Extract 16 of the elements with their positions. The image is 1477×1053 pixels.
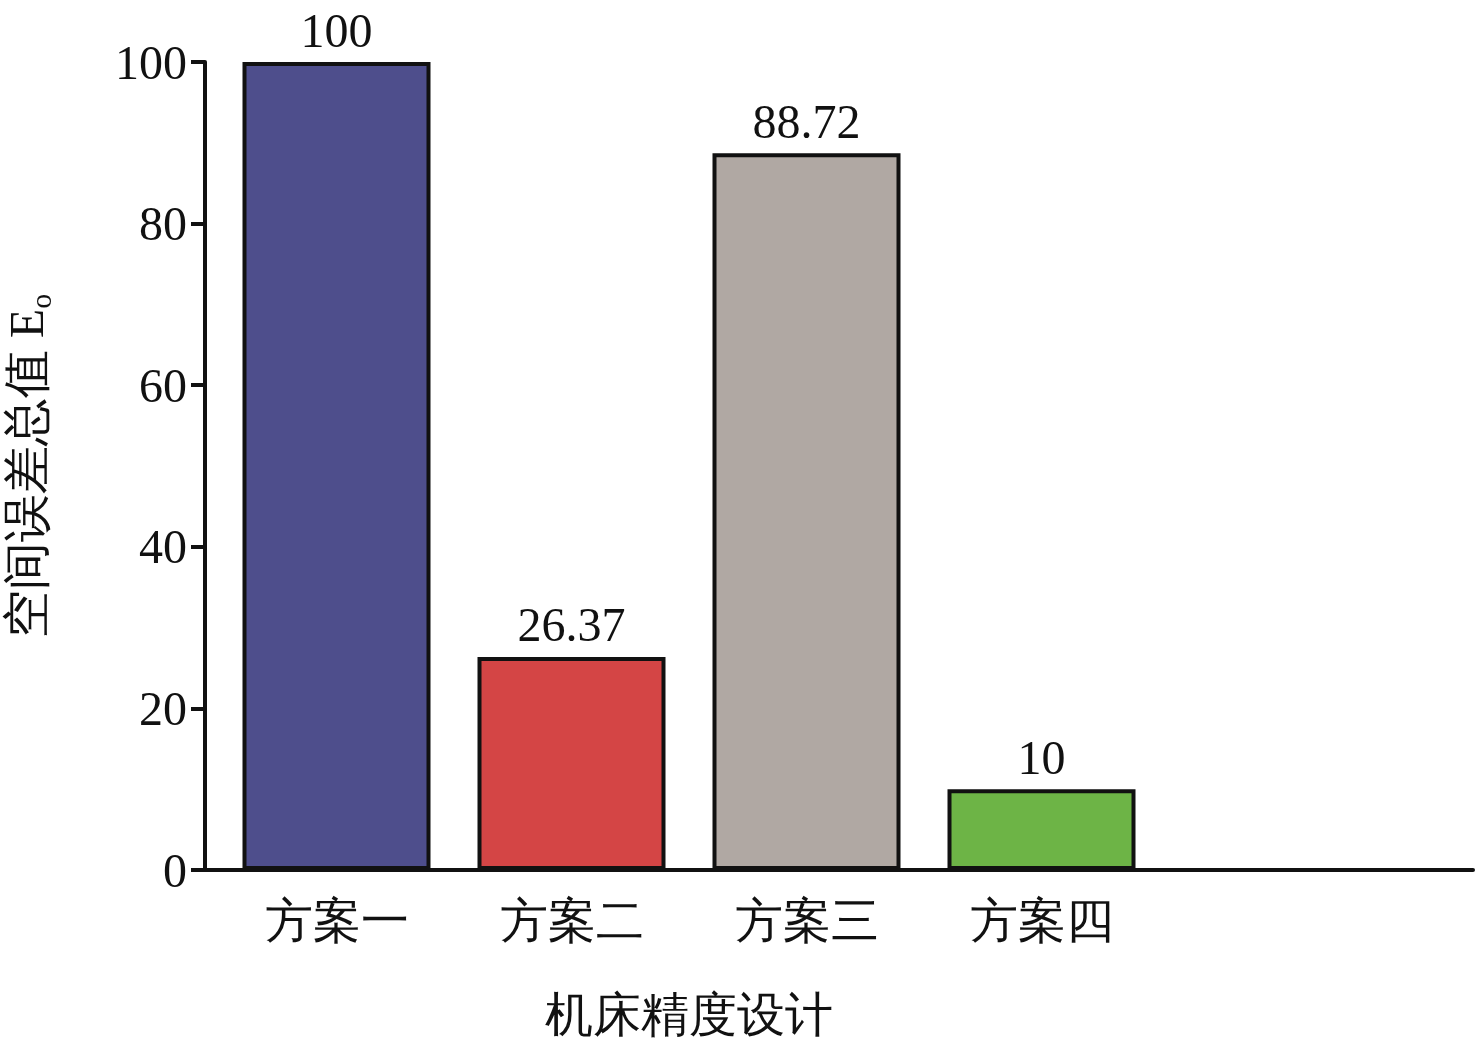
data-label: 10 — [1017, 730, 1066, 784]
y-tick-label: 80 — [139, 197, 187, 251]
y-tick-label: 40 — [139, 520, 187, 574]
data-label: 26.37 — [517, 598, 626, 652]
y-tick-label: 100 — [115, 35, 187, 89]
x-tick-label: 方案四 — [969, 893, 1114, 947]
y-axis-title: 空间误差总值 Eo — [0, 293, 57, 639]
data-label: 88.72 — [752, 94, 861, 148]
x-tick-label: 方案一 — [264, 893, 409, 947]
x-axis-title: 机床精度设计 — [545, 987, 833, 1041]
x-tick-label: 方案三 — [734, 893, 879, 947]
data-label: 100 — [300, 3, 373, 57]
x-tick-label: 方案二 — [499, 893, 644, 947]
y-tick-label: 0 — [163, 843, 187, 897]
y-tick-label: 20 — [139, 681, 187, 735]
y-tick-label: 60 — [139, 358, 187, 412]
